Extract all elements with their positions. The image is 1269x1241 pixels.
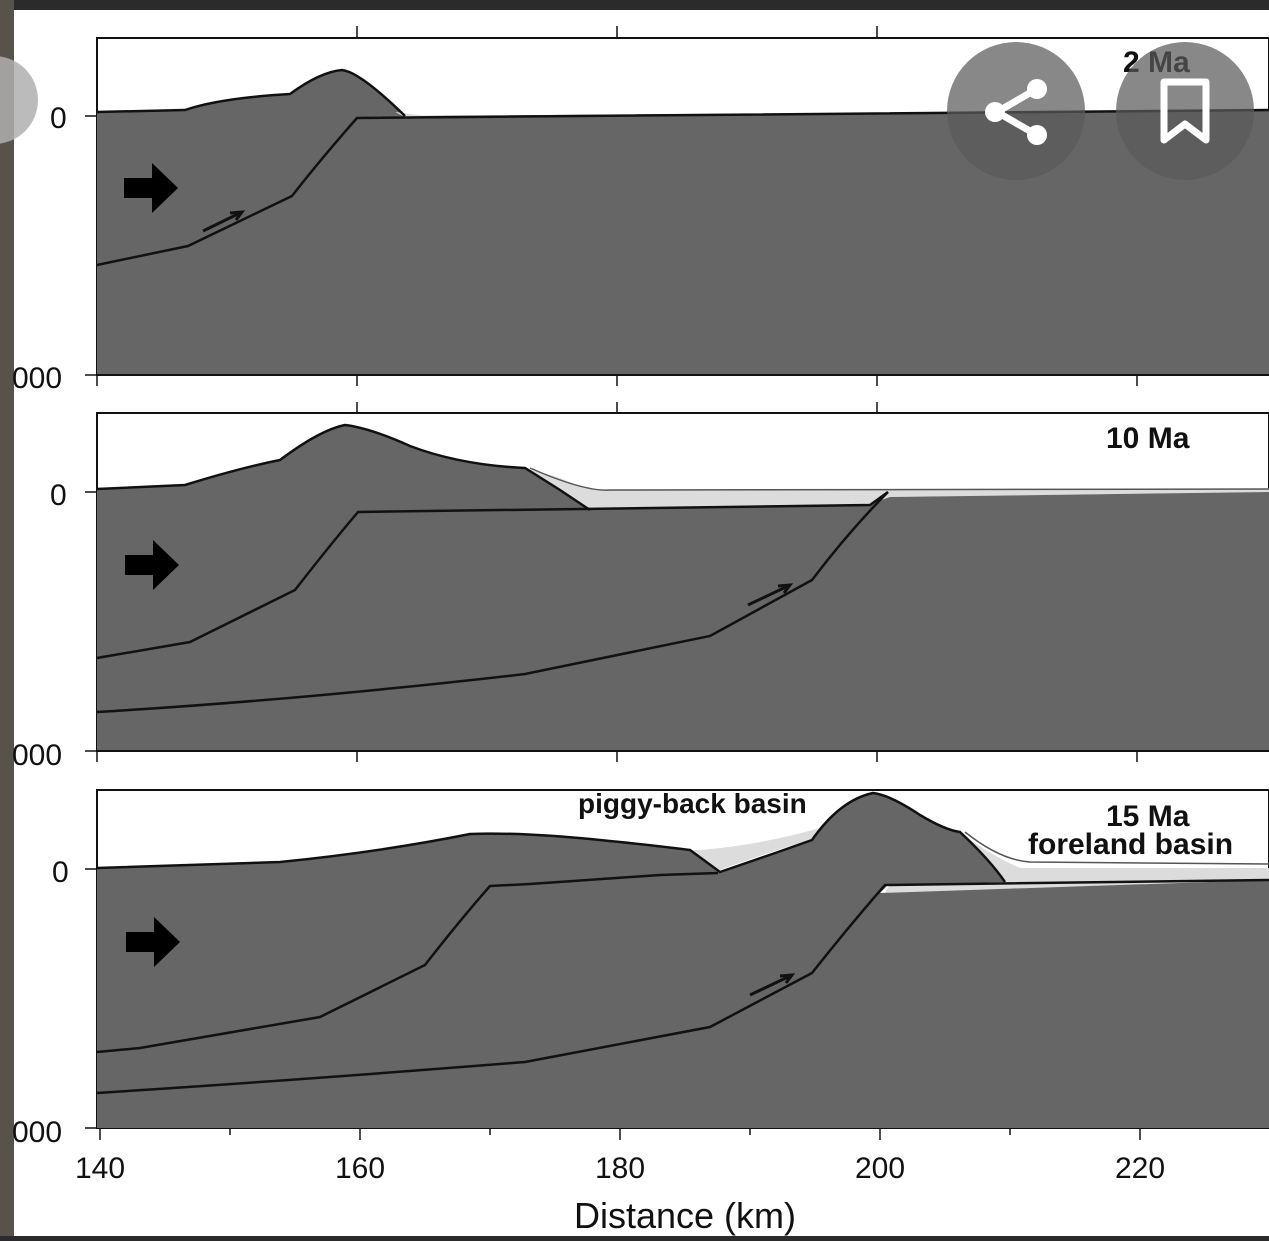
depth-label-top: 0 <box>50 102 67 135</box>
tick-marks <box>85 402 1138 762</box>
convergence-arrow <box>126 917 180 967</box>
sediment-wedge <box>525 468 1269 510</box>
x-tick-label: 200 <box>855 1152 905 1185</box>
surface-line <box>96 791 1007 883</box>
slip-arrow <box>202 210 246 233</box>
depth-label-top: 0 <box>52 856 69 889</box>
slip-arrow <box>749 973 796 997</box>
foreland-basin-label: foreland basin <box>1028 828 1233 861</box>
x-tick-label: 180 <box>595 1152 645 1185</box>
share-icon <box>985 79 1047 145</box>
depth-label-top: 0 <box>50 479 67 512</box>
depth-label-bottom: 000 <box>12 362 62 395</box>
surface-line <box>96 68 406 117</box>
sediment-top-line <box>964 831 1269 865</box>
rock-body <box>97 425 1269 750</box>
bookmark-icon <box>1160 78 1210 144</box>
panel-age-label: 15 Ma <box>1106 800 1190 833</box>
bookmark-button[interactable] <box>1116 42 1254 180</box>
panel-10ma: 10 Ma 0 000 <box>12 402 1269 772</box>
foreland-sediment <box>885 832 1269 893</box>
x-axis-title: Distance (km) <box>574 1195 796 1236</box>
thrust-fault-lower <box>96 491 889 714</box>
panel-age-label: 10 Ma <box>1106 422 1190 455</box>
share-button[interactable] <box>947 42 1085 180</box>
sediment-top-line <box>529 467 1269 491</box>
x-tick-label: 140 <box>75 1152 125 1185</box>
left-strip <box>0 0 14 1236</box>
depth-label-bottom: 000 <box>12 739 62 772</box>
x-tick-label: 220 <box>1115 1152 1165 1185</box>
surface-line <box>96 423 591 512</box>
convergence-arrow <box>124 163 178 213</box>
x-axis: 140 160 180 200 220 Distance (km) <box>75 1152 1165 1236</box>
piggyback-basin-label: piggy-back basin <box>578 788 807 819</box>
convergence-arrow <box>125 540 179 590</box>
tick-marks <box>85 26 1138 386</box>
depth-label-bottom: 000 <box>12 1116 62 1149</box>
thrust-fault <box>96 108 1269 267</box>
panel-15ma: piggy-back basin 15 Ma foreland basin 0 … <box>12 788 1269 1149</box>
thrust-fault-upper <box>96 490 889 660</box>
rock-body <box>97 793 1269 1128</box>
piggyback-sediment <box>685 818 835 870</box>
thrust-fault-middle <box>96 878 1269 1095</box>
tick-marks <box>85 868 1141 1140</box>
thrust-fault-upper <box>96 871 719 1054</box>
x-tick-label: 160 <box>335 1152 385 1185</box>
slip-arrow <box>747 583 794 607</box>
